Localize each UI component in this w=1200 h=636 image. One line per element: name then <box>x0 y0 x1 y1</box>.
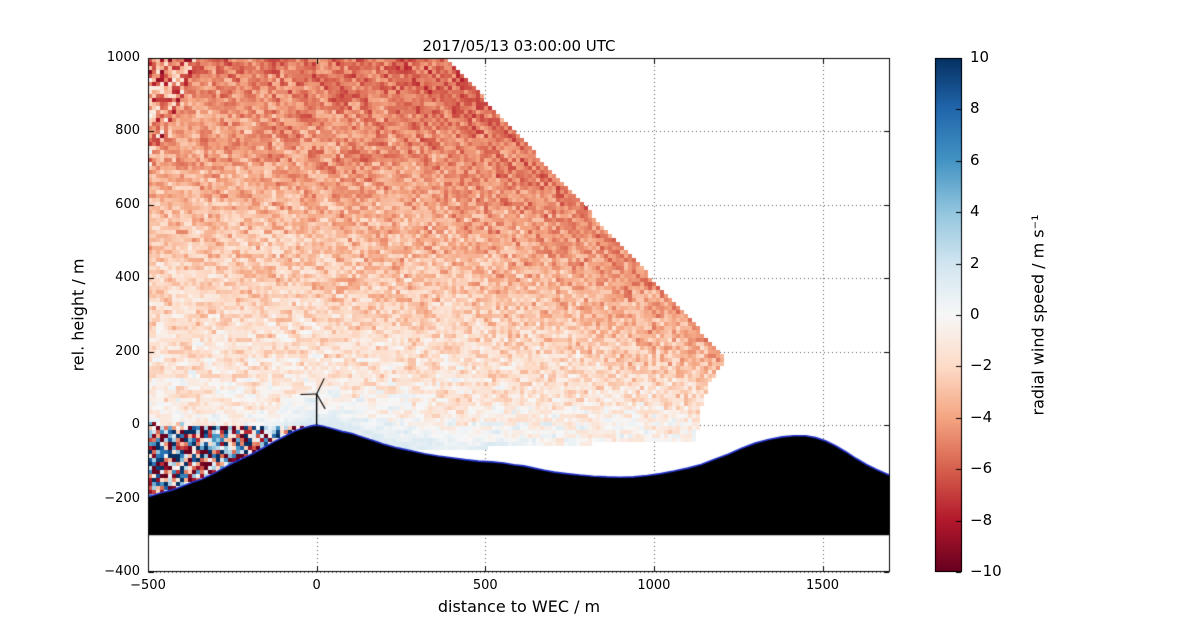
colorbar-tick-label: −6 <box>970 459 993 478</box>
y-tick-label: 800 <box>115 123 140 139</box>
colorbar-tick-label: 6 <box>970 150 980 169</box>
colorbar-tick-label: 8 <box>970 99 980 118</box>
y-tick-label: 0 <box>131 417 140 433</box>
colorbar-tick-label: −10 <box>970 562 1002 580</box>
x-axis-label: distance to WEC / m <box>437 597 601 616</box>
x-tick-label: 0 <box>312 578 321 593</box>
y-tick-label: 200 <box>115 343 140 359</box>
colorbar-tick-label: −4 <box>970 407 993 426</box>
colorbar-label: radial wind speed / m s⁻¹ <box>1028 214 1048 416</box>
y-tick-label: 600 <box>115 196 140 212</box>
colorbar-tick-label: 2 <box>970 253 980 272</box>
y-tick-label: −200 <box>104 490 140 506</box>
colorbar-tick-label: −2 <box>970 356 993 375</box>
x-tick-label: 1000 <box>637 578 671 593</box>
y-tick-label: −400 <box>104 564 140 579</box>
x-tick-label: 1500 <box>805 578 840 593</box>
colorbar-tick-label: −8 <box>970 510 993 529</box>
colorbar-tick-label: 4 <box>970 202 980 221</box>
colorbar-tick-label: 0 <box>970 305 980 323</box>
x-tick-label: 500 <box>472 578 498 593</box>
x-tick-label: −500 <box>130 578 166 593</box>
colorbar-tick-label: 10 <box>970 48 990 66</box>
plot-title: 2017/05/13 03:00:00 UTC <box>422 37 616 55</box>
y-tick-label: 1000 <box>106 50 140 65</box>
y-tick-label: 400 <box>115 270 140 286</box>
